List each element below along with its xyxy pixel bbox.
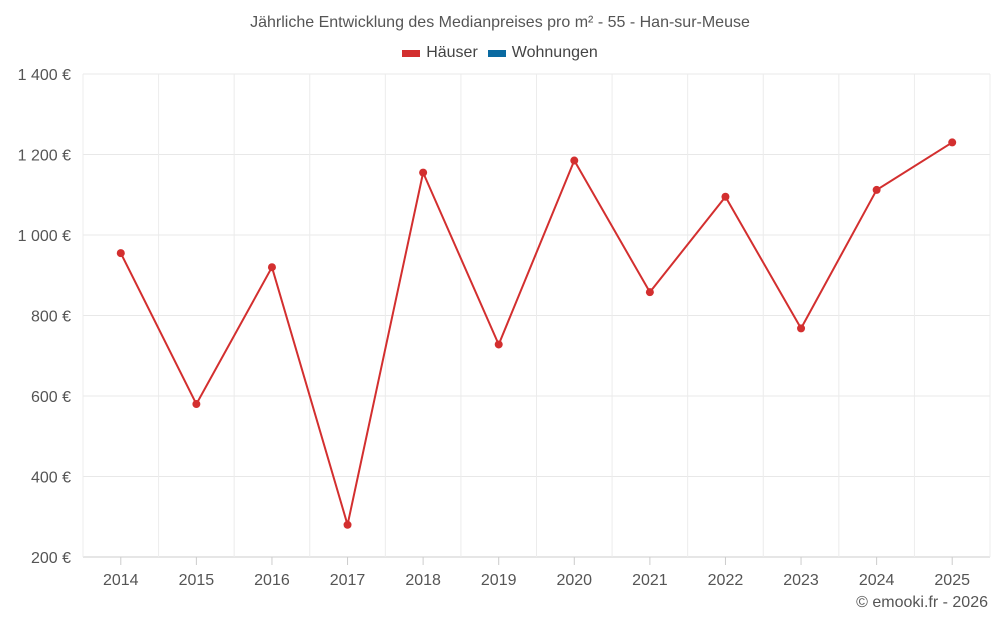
legend-item-wohnungen[interactable]: Wohnungen: [487, 44, 598, 62]
data-point: [797, 324, 806, 333]
y-tick-label: 800 €: [31, 309, 71, 326]
x-tick-label: 2017: [330, 572, 366, 589]
legend: Häuser Wohnungen: [0, 44, 1000, 62]
data-point: [872, 185, 881, 194]
data-point: [419, 168, 428, 177]
y-tick-label: 1 400 €: [18, 67, 71, 84]
x-tick-label: 2014: [103, 572, 139, 589]
x-tick-label: 2020: [556, 572, 592, 589]
legend-item-haeuser[interactable]: Häuser: [402, 44, 478, 62]
y-tick-label: 1 000 €: [18, 228, 71, 245]
data-point: [267, 263, 276, 272]
series-line-0: [119, 141, 953, 526]
x-tick-label: 2025: [934, 572, 970, 589]
y-tick-label: 200 €: [31, 550, 71, 567]
data-point: [721, 192, 730, 201]
x-tick-label: 2022: [708, 572, 744, 589]
data-point: [343, 520, 352, 529]
x-tick-label: 2018: [405, 572, 441, 589]
data-point: [570, 156, 579, 165]
data-point: [494, 340, 503, 349]
data-point: [948, 138, 957, 147]
legend-swatch-wohnungen: [487, 49, 506, 57]
legend-swatch-haeuser: [402, 49, 421, 57]
x-tick-label: 2024: [859, 572, 895, 589]
x-tick-label: 2023: [783, 572, 819, 589]
data-point: [192, 400, 201, 409]
x-tick-label: 2016: [254, 572, 290, 589]
chart-title: Jährliche Entwicklung des Medianpreises …: [250, 14, 750, 31]
credit-text: © emooki.fr - 2026: [856, 594, 988, 611]
legend-label-haeuser: Häuser: [426, 44, 478, 61]
y-tick-label: 400 €: [31, 470, 71, 487]
legend-label-wohnungen: Wohnungen: [511, 44, 598, 61]
x-tick-label: 2015: [179, 572, 215, 589]
y-tick-label: 600 €: [31, 389, 71, 406]
x-tick-label: 2019: [481, 572, 517, 589]
data-point: [116, 249, 125, 258]
data-point: [645, 288, 654, 297]
y-tick-label: 1 200 €: [18, 148, 71, 165]
x-tick-label: 2021: [632, 572, 668, 589]
